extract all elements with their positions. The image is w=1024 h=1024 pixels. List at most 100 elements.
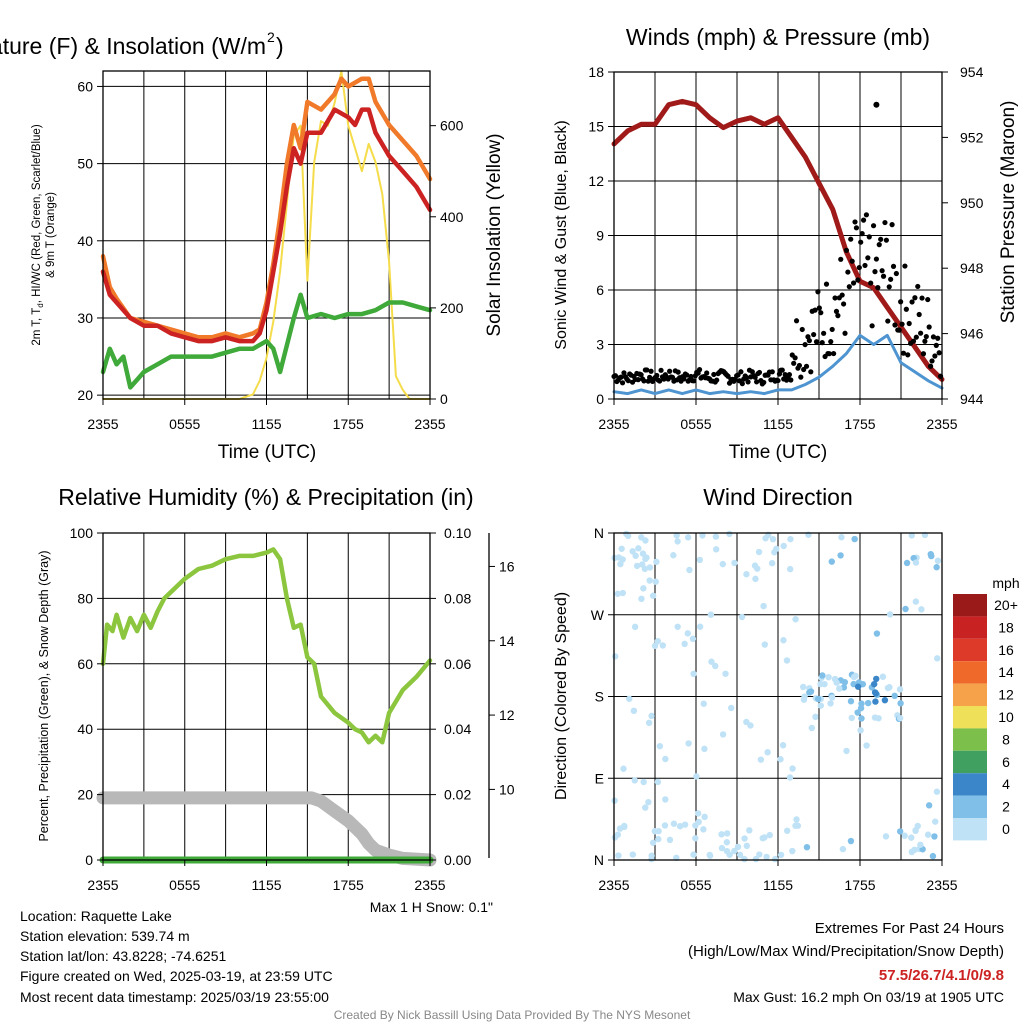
gust-point bbox=[775, 377, 781, 384]
wind-direction-point bbox=[762, 535, 769, 542]
wind-direction-point bbox=[640, 585, 647, 592]
extremes-heading: Extremes For Past 24 Hours bbox=[815, 920, 1004, 937]
wind-direction-point bbox=[764, 749, 771, 756]
wind-direction-point bbox=[654, 637, 662, 645]
wind-direction-point bbox=[808, 724, 815, 732]
colorbar-swatch bbox=[953, 795, 987, 818]
wind-direction-point bbox=[642, 804, 649, 811]
temperature-line bbox=[100, 107, 433, 344]
wind-direction-point bbox=[836, 685, 843, 692]
gust-point bbox=[796, 362, 802, 369]
wind-direction-point bbox=[673, 532, 680, 539]
colorbar-swatch bbox=[953, 818, 987, 841]
gust-point bbox=[912, 295, 918, 301]
wind-direction-point bbox=[686, 566, 693, 574]
wind-direction-point bbox=[843, 747, 850, 755]
wind-direction-point bbox=[681, 821, 689, 828]
wind-direction-point bbox=[731, 559, 738, 567]
wind-direction-point bbox=[694, 810, 702, 817]
humidity-panel: Relative Humidity (%) & Precipitation (i… bbox=[37, 484, 515, 915]
wind-direction-point bbox=[789, 765, 796, 772]
wind-direction-point bbox=[648, 712, 655, 720]
gust-point bbox=[754, 379, 760, 385]
gust-point bbox=[902, 263, 908, 269]
wind-direction-point bbox=[911, 846, 918, 854]
y2-tick-label: 0 bbox=[440, 391, 448, 407]
wind-direction-point bbox=[786, 774, 794, 781]
wind-direction-point bbox=[649, 592, 657, 599]
gust-point bbox=[791, 360, 797, 366]
wind-direction-point bbox=[659, 642, 667, 649]
wind-direction-point bbox=[908, 532, 915, 539]
y2-tick-label: 200 bbox=[440, 300, 464, 316]
y-tick-label: 3 bbox=[596, 337, 604, 353]
gust-point bbox=[925, 296, 931, 303]
wind-direction-point bbox=[766, 831, 773, 839]
gust-point bbox=[903, 306, 909, 312]
wind-direction-point bbox=[692, 835, 699, 842]
y-tick-label: 15 bbox=[588, 119, 604, 135]
temperature-title-main: Temperature (F) & Insolation (W/m bbox=[0, 33, 266, 59]
wind-direction-point bbox=[769, 535, 777, 543]
wind-direction-point bbox=[857, 727, 864, 734]
wind-direction-panel: Wind Direction Direction (Colored By Spe… bbox=[553, 484, 1020, 893]
temperature-x-label: Time (UTC) bbox=[218, 442, 317, 463]
gust-point bbox=[769, 369, 775, 375]
winds-axes: 2355 0555 1155 1755 2355 0 3 6 9 12 15 18 944 946 948 9… bbox=[588, 64, 983, 432]
wind-direction-point bbox=[615, 852, 622, 859]
gust-point bbox=[654, 372, 660, 379]
wind-direction-point bbox=[723, 839, 731, 846]
wind-direction-point bbox=[827, 700, 834, 707]
y-tick-label: 12 bbox=[588, 173, 604, 189]
y2-tick-label: 950 bbox=[960, 195, 984, 211]
gust-point bbox=[838, 256, 844, 262]
x-tick-label: 1155 bbox=[763, 877, 793, 893]
colorbar-label: 0 bbox=[1002, 821, 1010, 837]
temperature-y-label-line2: & 9m T (Orange) bbox=[45, 192, 57, 278]
gust-point bbox=[658, 367, 664, 373]
gust-point bbox=[812, 307, 818, 313]
y-tick-label: 60 bbox=[77, 656, 93, 672]
wind-direction-point bbox=[690, 670, 697, 678]
y3-tick-label: 16 bbox=[499, 558, 515, 574]
gust-point bbox=[905, 352, 911, 358]
wind-direction-point bbox=[784, 827, 791, 834]
wind-direction-point bbox=[743, 571, 750, 578]
y2-tick-label: 600 bbox=[440, 118, 464, 134]
wind-direction-point bbox=[863, 742, 870, 749]
wind-direction-point bbox=[927, 550, 934, 558]
wind-direction-point bbox=[661, 822, 669, 829]
wind-direction-point bbox=[777, 851, 785, 859]
gust-point bbox=[919, 295, 925, 301]
gust-point bbox=[849, 258, 855, 264]
colorbar-label: 16 bbox=[998, 642, 1014, 658]
wind-direction-point bbox=[655, 827, 662, 835]
wind-direction-point bbox=[912, 559, 920, 566]
colorbar-unit: mph bbox=[992, 575, 1019, 591]
gust-point bbox=[793, 318, 800, 324]
gust-point bbox=[879, 268, 885, 274]
wind-direction-point bbox=[648, 855, 655, 863]
wind-direction-point bbox=[670, 820, 678, 827]
wind-direction-point bbox=[806, 689, 813, 696]
gust-point bbox=[896, 327, 902, 333]
gust-point bbox=[792, 355, 798, 361]
wind-direction-point bbox=[875, 715, 882, 722]
gust-point bbox=[806, 338, 812, 344]
winds-panel: Winds (mph) & Pressure (mb) Time (UTC) S… bbox=[553, 24, 1019, 463]
gust-point bbox=[638, 372, 644, 378]
x-tick-label: 2355 bbox=[87, 416, 118, 432]
extremes-legend: (High/Low/Max Wind/Precipitation/Snow De… bbox=[688, 943, 1004, 960]
wind-direction-point bbox=[656, 742, 664, 750]
wind-direction-point bbox=[620, 765, 627, 772]
wind-direction-point bbox=[828, 558, 835, 565]
wind-direction-point bbox=[676, 823, 684, 830]
y-tick-label: 0 bbox=[596, 391, 604, 407]
wind-direction-point bbox=[837, 552, 844, 559]
gust-point bbox=[832, 295, 838, 301]
gust-point bbox=[932, 353, 938, 359]
wind-direction-point bbox=[638, 534, 645, 541]
wind-direction-point bbox=[755, 548, 763, 556]
temperature-title-close: ) bbox=[276, 33, 284, 59]
wind-direction-point bbox=[886, 684, 893, 691]
